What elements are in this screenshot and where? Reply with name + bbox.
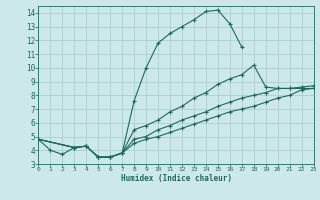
X-axis label: Humidex (Indice chaleur): Humidex (Indice chaleur) (121, 174, 231, 183)
